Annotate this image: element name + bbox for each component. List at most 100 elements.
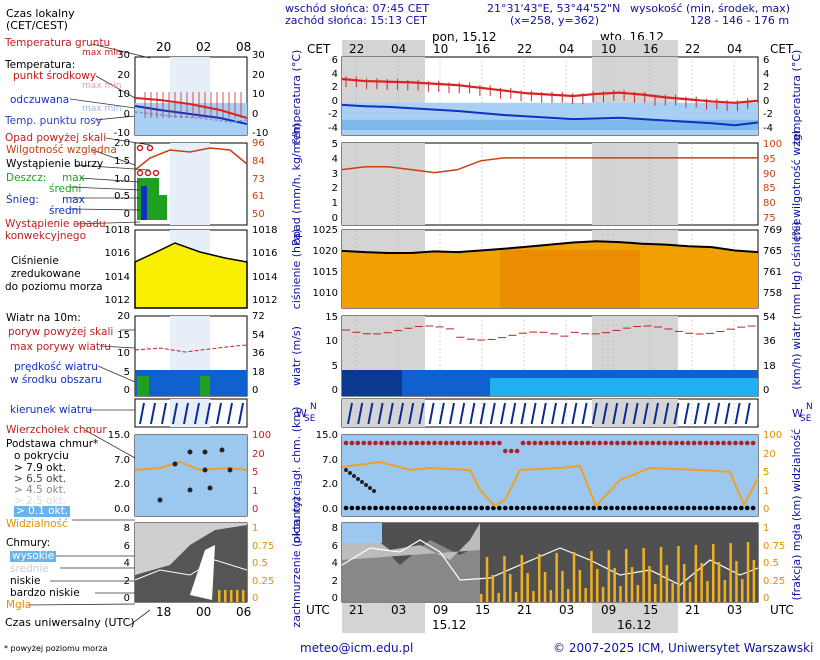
wind-axis-title: wiatr (m/s)	[290, 326, 303, 386]
cloud-base-dot	[349, 505, 355, 511]
axis-tick: -2	[328, 109, 338, 121]
cloud-top-dot	[349, 440, 355, 446]
axis-tick: 0.0	[322, 504, 338, 515]
cloud-base-dot	[668, 505, 673, 511]
cloud-base-dot	[396, 505, 402, 511]
legend-cloud-dot	[172, 461, 178, 467]
pressure-label-1: Ciśnienie	[11, 255, 59, 267]
axis-tick: 4	[331, 153, 338, 165]
wind-arrow	[459, 402, 466, 425]
legend-wind-green	[137, 376, 149, 396]
pressure-axis-title: ciśnienie (hPa)	[290, 229, 303, 309]
cloud-base-dot	[426, 505, 431, 511]
cloud-base-dot	[356, 477, 360, 481]
fog-bar	[712, 544, 715, 602]
cloud-top-dot	[709, 440, 715, 446]
cloud-top-dot	[632, 440, 638, 446]
cloud-top-dot	[597, 440, 602, 446]
cloud-top-dot	[444, 440, 449, 446]
axis-tick: 61	[252, 191, 265, 203]
wind-arrow	[367, 402, 374, 425]
cloud-top-dot	[638, 440, 644, 446]
cloud-top-dot	[573, 440, 579, 446]
cloud-top-dot	[691, 440, 697, 446]
cloud-base-dot	[727, 505, 732, 511]
legend-cloud-white	[190, 545, 215, 600]
axis-tick: 2	[123, 575, 130, 587]
night-band	[342, 143, 425, 225]
legend-cloudbase-fill	[135, 435, 247, 516]
cloud-base-dot	[632, 505, 638, 511]
cloud-top-dot	[343, 440, 349, 446]
wind-arrow	[418, 402, 425, 425]
cloud-vlow-label: bardzo niskie	[10, 587, 80, 599]
cloud-base-dot	[373, 505, 378, 511]
legend-cloud-dot	[219, 447, 225, 453]
wind-arrow	[734, 402, 741, 425]
wind-arrow	[602, 402, 608, 425]
subzero-shade-2	[342, 119, 758, 130]
date-label-1: 15.12	[432, 618, 467, 632]
cet-label-right: CET	[770, 42, 794, 56]
wind-arrow	[469, 402, 476, 425]
axis-tick: 1014	[252, 271, 278, 283]
utc-tick: 03	[391, 603, 407, 617]
cloud-top-dot	[615, 440, 620, 446]
humidity-axis-title: (%) wilgotność wzgl.	[790, 128, 803, 241]
sunrise-text: wschód słońca: 07:45 CET	[285, 2, 430, 15]
axis-tick: 0	[763, 504, 770, 515]
axis-tick: 8	[331, 523, 338, 534]
wind-arrow	[653, 402, 659, 425]
compass-w-right: W	[792, 407, 803, 420]
wind-arrow	[428, 402, 435, 425]
legend-feels-line	[134, 105, 248, 125]
cloud-base-dot	[348, 471, 352, 475]
axis-tick: 0	[252, 108, 259, 120]
wind-arrow	[693, 402, 700, 425]
legend-connector	[69, 186, 141, 191]
legend-dew-line	[134, 111, 248, 123]
cloud-mid-label: średnie	[10, 563, 49, 575]
axis-tick: 0	[252, 593, 259, 604]
email-link[interactable]: meteo@icm.edu.pl	[300, 641, 414, 655]
cloud-top-dot	[697, 440, 703, 446]
cloud-base-dot	[526, 505, 532, 511]
utc-tick: 15	[475, 603, 491, 617]
okt-label-1: > 7.9 okt.	[14, 462, 67, 474]
legend-connector	[74, 221, 141, 225]
axis-tick: 20	[117, 69, 130, 81]
cloud-top-dot	[426, 440, 431, 446]
cloud-base-dot	[497, 505, 502, 511]
ground-temp-minmax: max min	[82, 48, 122, 58]
wind-arrow	[551, 402, 557, 425]
cloud-base-dot	[703, 505, 709, 511]
fog-bar	[741, 579, 744, 602]
wind-arrow	[622, 402, 629, 425]
cloud-base-dot	[733, 505, 738, 511]
axis-tick: 765	[763, 246, 783, 257]
fog-bar	[729, 543, 732, 602]
wind-arrow	[357, 402, 364, 425]
legend-fog-bar	[218, 590, 221, 602]
fog-bar	[532, 591, 535, 602]
legend-gust-line	[134, 344, 248, 353]
visibility-axis-title: (km) widzialność	[790, 429, 803, 521]
cloud-base-dot	[638, 505, 644, 511]
axis-tick: 15	[117, 329, 130, 341]
axis-tick: 84	[252, 155, 265, 167]
axis-tick: 0.5	[763, 558, 779, 569]
okt-label-2: > 6.5 okt.	[14, 473, 67, 485]
cloud-base-dot	[520, 505, 526, 511]
compass-se: SE	[304, 414, 316, 424]
wind-arrow	[449, 402, 455, 425]
axis-tick: 0	[763, 593, 770, 604]
axis-tick: 85	[763, 183, 776, 195]
legend-humidity-line	[134, 147, 248, 171]
axis-tick: 758	[763, 288, 783, 299]
cloud-top-dot	[579, 440, 585, 446]
legend-connector	[69, 98, 136, 109]
utc-title: Czas uniwersalny (UTC)	[5, 616, 135, 629]
axis-tick: 96	[252, 138, 265, 149]
cloud-base-dot	[508, 505, 514, 511]
axis-tick: 0.0	[114, 504, 130, 515]
